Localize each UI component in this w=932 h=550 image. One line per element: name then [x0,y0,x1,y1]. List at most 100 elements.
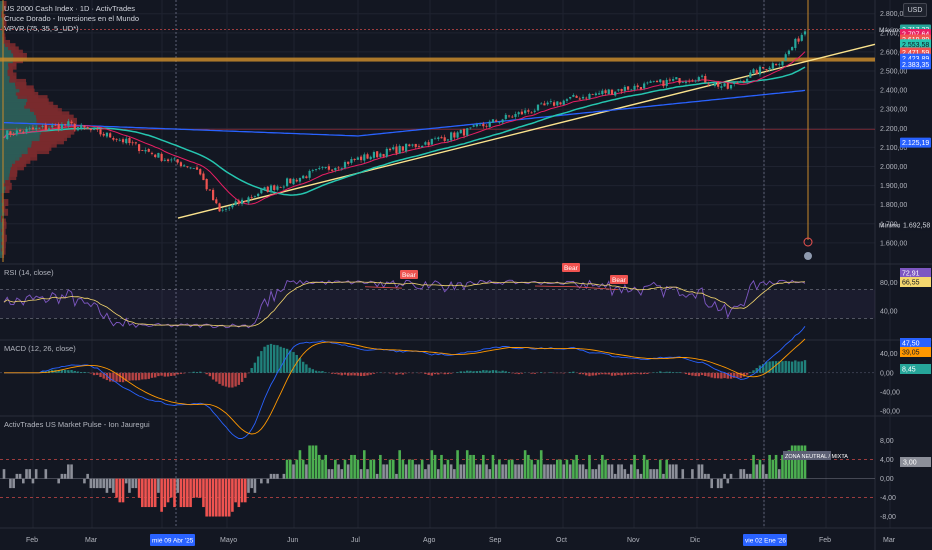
candle-body [89,128,92,131]
bear-tag-label: Bear [612,277,627,284]
time-highlight-right[interactable] [743,534,787,546]
pulse-bar [141,478,144,508]
pulse-bar [420,459,424,479]
pulse-bar [745,473,749,479]
candle-body [35,127,38,130]
price-tag-label: 2.383,35 [902,62,929,69]
macd-histogram-bar [115,372,118,382]
market-pulse-pane[interactable]: ZONA NEUTRAL / MIXTA [0,445,875,517]
rsi-pane[interactable]: Bear Bear Bear [0,263,875,329]
candle-body [234,201,237,206]
candle-body [649,81,652,83]
indicator-vpvr-label[interactable]: VPVR (75, 35, 5_UD*) [4,24,79,33]
candle-body [549,101,552,103]
macd-histogram-bar [668,371,672,373]
macd-histogram-bar [67,370,70,373]
profile-bar-down [2,241,6,249]
pulse-bar [340,469,344,479]
macd-histogram-bar [713,372,717,379]
price-tick-label: 2.100,00 [880,145,907,152]
price-pane[interactable] [0,0,876,528]
candle-body [453,132,456,138]
macd-histogram-bar [778,361,781,373]
price-marker-name: Máximo [879,27,902,34]
bear-tag[interactable] [610,275,628,284]
candle-body [520,111,524,115]
candle-body [302,175,305,179]
candle-body [41,125,44,127]
macd-histogram-bar [636,372,639,374]
rsi-title[interactable]: RSI (14, close) [4,268,54,277]
macd-histogram-bar [150,372,154,378]
candle-body [228,207,231,209]
macd-pane[interactable] [0,326,875,439]
pulse-bar [108,478,112,489]
time-axis[interactable]: Feb Mar Mayo Jun Jul Ago Sep Oct Nov Dic Feb Mar mié… [26,534,896,546]
candle-body [408,144,411,147]
pulse-bar [668,464,672,479]
candle-body [57,124,60,130]
candle-body [559,102,562,105]
pulse-bar [362,450,366,479]
candle-body [31,127,35,130]
macd-histogram-bar [76,371,80,373]
pulse-bar [369,459,373,479]
macd-histogram-bar [137,372,141,381]
macd-title[interactable]: MACD (12, 26, close) [4,344,76,353]
price-marker-value: 1.692,58 [903,223,930,230]
candle-body [427,142,430,146]
pulse-bar [742,469,746,479]
candle-body [585,97,588,99]
rsi-tag [900,268,931,278]
macd-histogram-bar [498,371,501,373]
currency-button[interactable]: USD [903,3,927,17]
candle-body [762,67,765,69]
candle-body [331,169,334,171]
candle-body [620,88,623,92]
macd-histogram-bar [678,372,681,373]
candle-body [774,64,778,66]
pulse-bar [794,445,797,479]
macd-histogram-bar [594,372,598,376]
profile-bar-down [3,247,6,255]
pulse-bar [298,450,302,479]
time-highlight-left[interactable] [150,534,195,546]
pulse-bar [86,473,89,479]
bear-tag[interactable] [562,263,580,272]
macd-histogram-bar [424,372,427,375]
candle-body [540,103,543,105]
macd-histogram-bar [691,372,694,376]
profile-bar-down [3,228,6,236]
candle-body [372,152,376,158]
candle-body [186,166,189,168]
pulse-bar [176,478,180,493]
macd-histogram-bar [630,372,633,375]
macd-histogram-bar [723,372,726,379]
price-axis[interactable]: 2.800,00 2.700,00 2.600,00 2.500,00 2.400,00… [879,11,931,247]
macd-tag-label: 47,50 [902,341,920,348]
candle-body [533,110,536,112]
market-pulse-title[interactable]: ActivTrades US Market Pulse - Ion Jaureg… [4,420,150,429]
profile-bar-down [3,234,7,242]
candle-body [70,121,73,124]
pulse-bar [514,464,517,479]
pulse-bar [240,478,244,503]
price-tick-label: 2.800,00 [880,11,907,18]
symbol-title[interactable]: US 2000 Cash Index · 1D · ActivTrades [4,4,136,13]
pulse-bar [559,459,562,479]
pulse-bar [636,469,640,479]
indicator-golden-cross-label[interactable]: Cruce Dorado - Inversiones en el Mundo [4,14,140,23]
candle-body [60,124,64,130]
bear-tag[interactable] [400,270,418,279]
macd-histogram-bar [459,371,462,373]
candle-body [189,167,192,169]
candle-body [758,66,762,75]
candle-body [285,178,289,187]
flag-icon[interactable] [803,251,813,261]
event-marker[interactable] [803,237,813,247]
macd-histogram-bar [102,372,105,379]
profile-bar-down [3,218,6,226]
candle-body [295,179,298,182]
macd-histogram-bar [273,344,276,373]
